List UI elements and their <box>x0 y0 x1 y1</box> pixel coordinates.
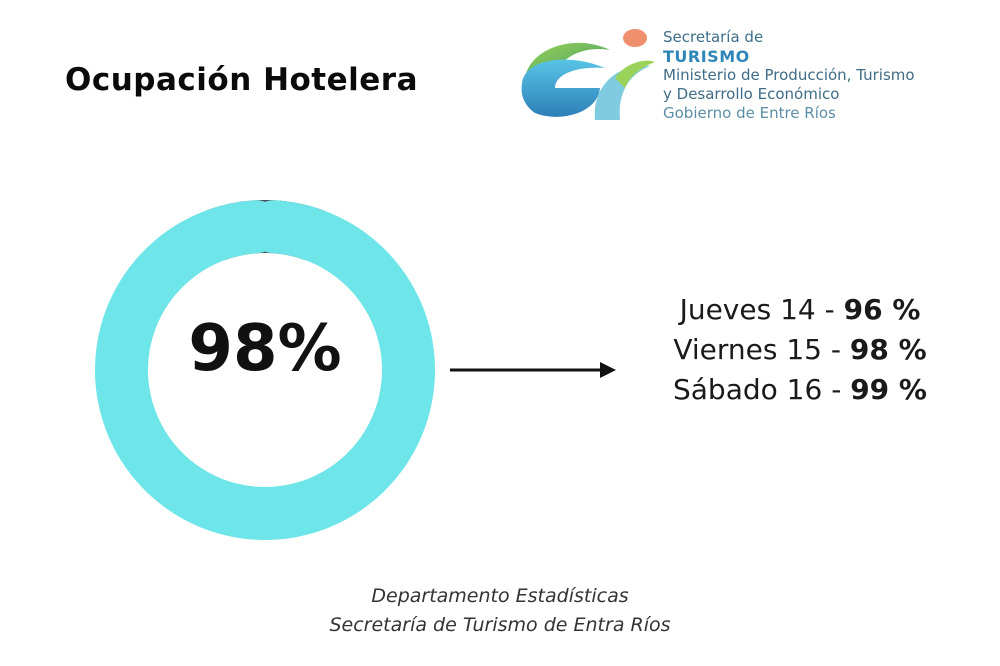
daily-occupancy-row: Jueves 14 - 96 % <box>640 290 960 330</box>
day-label: Viernes 15 - <box>673 333 850 366</box>
arrow-right-icon <box>450 362 616 378</box>
page-title: Ocupación Hotelera <box>65 62 419 98</box>
logo-line-gobierno: Gobierno de Entre Ríos <box>663 104 836 122</box>
logo-line-desarrollo: y Desarrollo Económico <box>663 85 840 103</box>
daily-occupancy-row: Viernes 15 - 98 % <box>640 330 960 370</box>
day-label: Jueves 14 - <box>679 293 844 326</box>
source-line-department: Departamento Estadísticas <box>371 585 629 607</box>
source-line-secretaria: Secretaría de Turismo de Entra Ríos <box>329 614 671 636</box>
logo-line-secretaria: Secretaría de <box>663 28 764 46</box>
logo-line-turismo: TURISMO <box>663 47 750 66</box>
occupancy-donut-chart <box>70 200 460 540</box>
donut-slice-occupied <box>95 200 435 540</box>
day-value: 98 % <box>849 333 927 366</box>
daily-occupancy-row: Sábado 16 - 99 % <box>640 370 960 410</box>
logo-mark-icon <box>521 29 655 120</box>
logo-line-ministerio: Ministerio de Producción, Turismo <box>663 66 915 84</box>
day-value: 96 % <box>843 293 921 326</box>
secretaria-turismo-logo: Secretaría de TURISMO Ministerio de Prod… <box>520 28 970 128</box>
day-label: Sábado 16 - <box>673 373 851 406</box>
donut-slice-cap <box>229 200 283 254</box>
donut-center-label: 98% <box>188 312 342 386</box>
daily-occupancy-list: Jueves 14 - 96 % Viernes 15 - 98 % Sábad… <box>640 290 960 410</box>
source-note: Departamento Estadísticas Secretaría de … <box>0 582 1000 640</box>
day-value: 99 % <box>850 373 927 406</box>
